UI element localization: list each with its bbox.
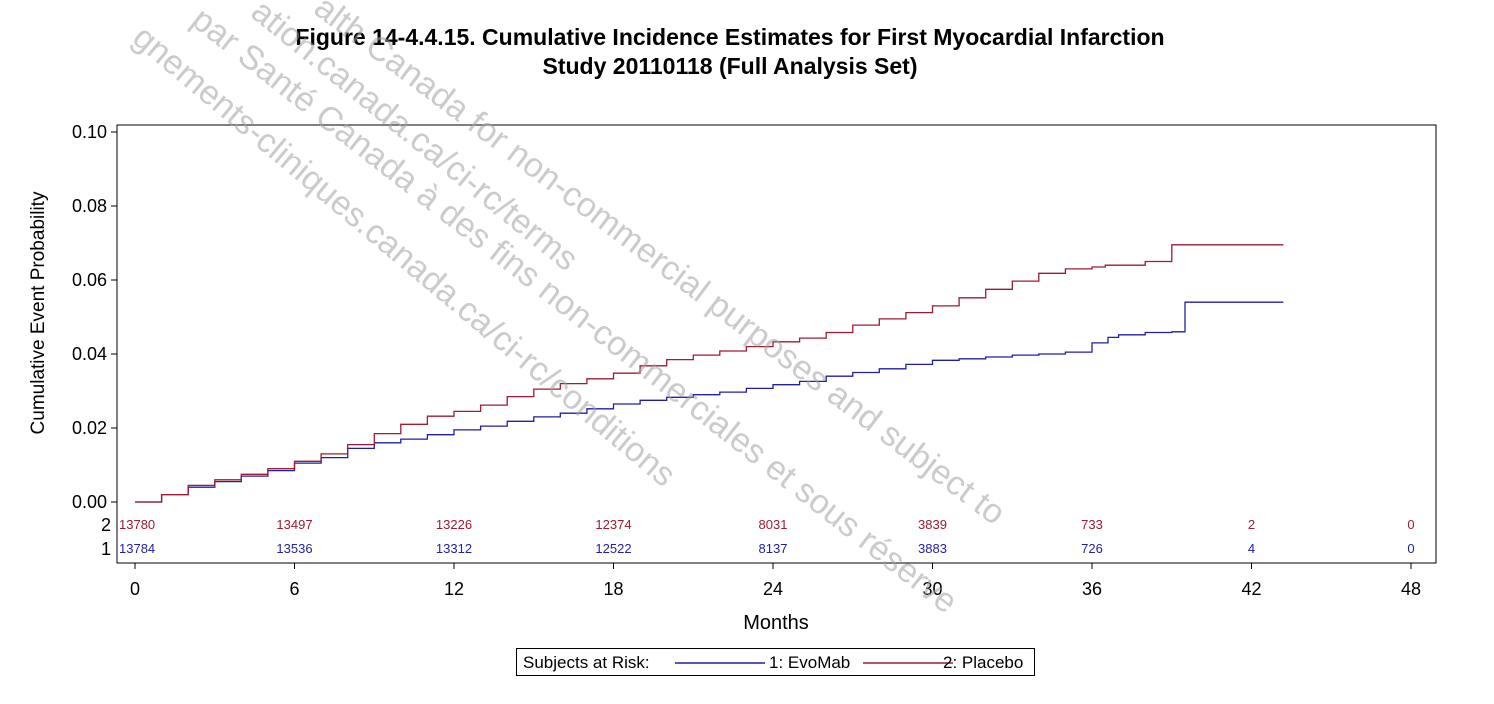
x-axis-label: Months (743, 612, 809, 634)
x-tick-label-0: 0 (130, 579, 140, 599)
x-tick-label-7: 42 (1241, 579, 1261, 599)
y-tick-label-3: 0.06 (72, 270, 107, 290)
x-tick-label-8: 48 (1401, 579, 1421, 599)
legend-entry-placebo: 2: Placebo (943, 653, 1024, 672)
risk-value-s2-3: 12374 (595, 517, 631, 532)
risk-value-s1-1: 13536 (276, 541, 312, 556)
y-tick-label-5: 0.10 (72, 122, 107, 142)
plot-frame (116, 124, 1437, 564)
risk-value-s2-5: 3839 (918, 517, 947, 532)
legend-swatch-evomab (675, 662, 765, 664)
y-tick-label-1: 0.02 (72, 418, 107, 438)
x-tick-label-2: 12 (444, 579, 464, 599)
risk-value-s2-7: 2 (1248, 517, 1255, 532)
risk-value-s2-8: 0 (1407, 517, 1414, 532)
x-tick-label-5: 30 (922, 579, 942, 599)
risk-value-s1-0: 13784 (119, 541, 155, 556)
legend-entry-evomab: 1: EvoMab (769, 653, 851, 672)
legend-title: Subjects at Risk: (523, 653, 650, 672)
risk-value-s2-1: 13497 (276, 517, 312, 532)
risk-row-label-1: 1 (101, 539, 111, 559)
y-tick-label-0: 0.00 (72, 492, 107, 512)
x-tick-label-4: 24 (763, 579, 783, 599)
x-tick-label-3: 18 (603, 579, 623, 599)
risk-value-s2-2: 13226 (436, 517, 472, 532)
legend-swatch-placebo (863, 662, 953, 664)
risk-value-s2-4: 8031 (759, 517, 788, 532)
figure-title-line-2: Study 20110118 (Full Analysis Set) (542, 53, 918, 79)
y-axis-label: Cumulative Event Probability (28, 191, 49, 434)
risk-value-s1-2: 13312 (436, 541, 472, 556)
y-tick-label-4: 0.08 (72, 196, 107, 216)
risk-value-s1-4: 8137 (759, 541, 788, 556)
series-line-1 (135, 301, 1284, 503)
risk-value-s1-8: 0 (1407, 541, 1414, 556)
risk-value-s1-5: 3883 (918, 541, 947, 556)
risk-value-s2-0: 13780 (119, 517, 155, 532)
risk-value-s1-6: 726 (1081, 541, 1103, 556)
risk-row-label-2: 2 (101, 515, 111, 535)
series-line-2 (135, 244, 1284, 503)
axis-labels: Months Cumulative Event Probability (28, 191, 809, 634)
risk-value-s1-3: 12522 (595, 541, 631, 556)
legend: Subjects at Risk: 1: EvoMab 2: Placebo (516, 648, 1035, 676)
x-tick-label-6: 36 (1082, 579, 1102, 599)
risk-value-s2-6: 733 (1081, 517, 1103, 532)
axes: 0.000.020.040.060.080.100 6 12 18 24 30 36 42 48 (72, 122, 1437, 599)
at-risk-table: 1 13784 13536 13312 12522 8137 3883 726 4 0 2 13780… (101, 515, 1415, 559)
risk-value-s1-7: 4 (1248, 541, 1255, 556)
series-lines (135, 244, 1284, 503)
y-tick-label-2: 0.04 (72, 344, 107, 364)
figure-title-line-1: Figure 14-4.4.15. Cumulative Incidence E… (295, 24, 1165, 50)
x-tick-label-1: 6 (289, 579, 299, 599)
